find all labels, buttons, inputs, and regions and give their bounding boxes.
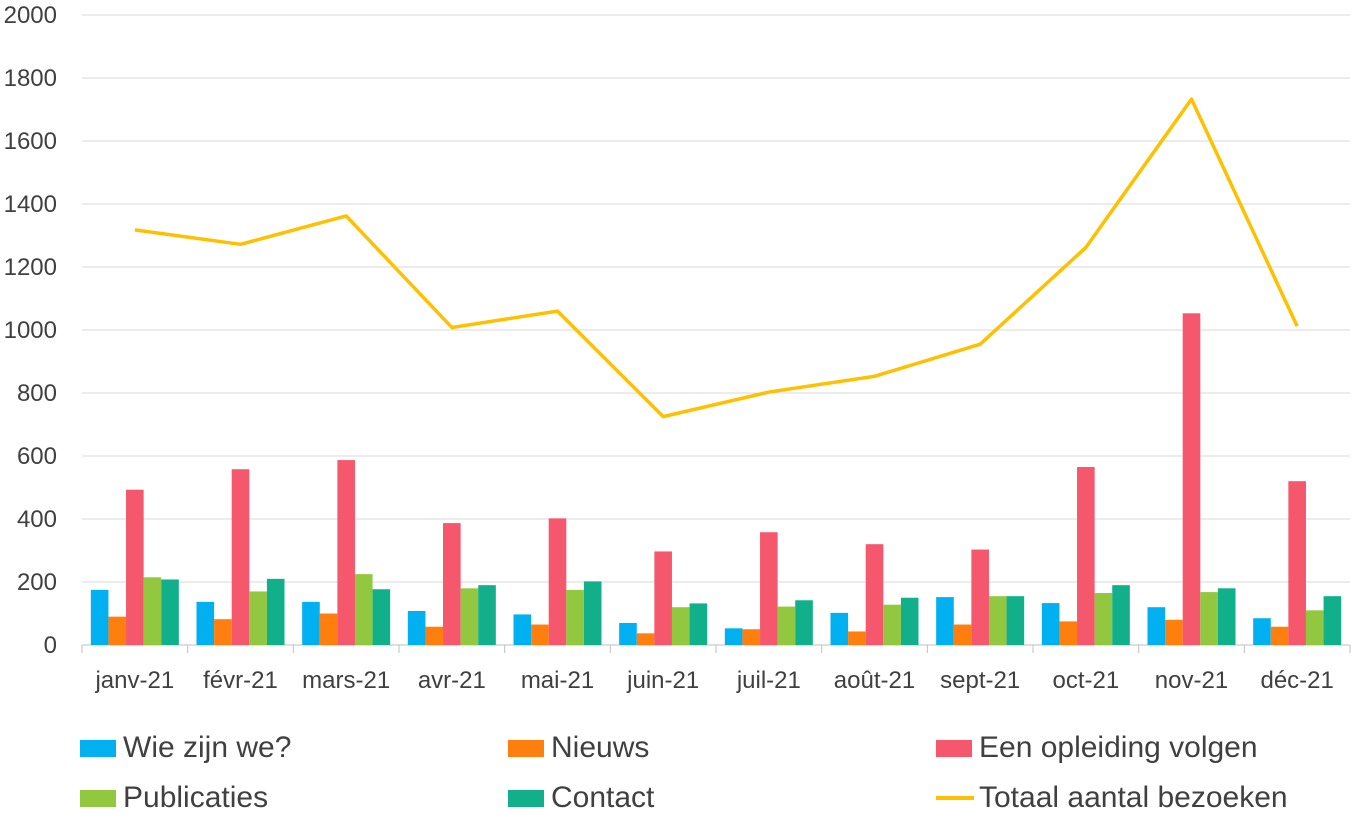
- bar: [548, 518, 567, 645]
- bar: [583, 581, 602, 645]
- bar: [319, 613, 338, 645]
- bar: [1288, 481, 1306, 645]
- bar: [1147, 607, 1166, 645]
- bar: [196, 601, 215, 645]
- bar: [795, 600, 813, 645]
- line-series-path: [134, 97, 1299, 419]
- bar-series: [90, 313, 1342, 645]
- y-tick-label: 1800: [4, 65, 57, 92]
- bar: [1059, 621, 1078, 645]
- bar: [460, 588, 479, 645]
- y-tick-label: 2000: [4, 2, 57, 29]
- bar: [671, 607, 690, 645]
- bar: [214, 619, 232, 645]
- bar: [1200, 592, 1218, 645]
- bar: [988, 596, 1007, 645]
- bar: [830, 612, 849, 645]
- bar: [478, 585, 496, 645]
- bar: [513, 614, 532, 645]
- bar: [1006, 596, 1025, 645]
- bar: [900, 597, 919, 645]
- bar: [337, 460, 355, 645]
- bar: [231, 469, 250, 645]
- bar: [1094, 593, 1113, 645]
- bar: [266, 578, 285, 645]
- bar: [425, 626, 444, 645]
- y-tick-label: 0: [44, 632, 57, 659]
- x-tick-label: août-21: [834, 667, 915, 694]
- bar: [865, 544, 884, 645]
- x-tick-label: févr-21: [203, 667, 278, 694]
- bar: [760, 532, 778, 645]
- bar: [777, 606, 796, 645]
- x-tick-label: déc-21: [1260, 667, 1333, 694]
- bar: [1217, 588, 1236, 645]
- y-tick-label: 200: [17, 569, 57, 596]
- bar: [161, 579, 179, 645]
- y-tick-label: 1000: [4, 317, 57, 344]
- bar: [689, 603, 708, 645]
- x-tick-label: mai-21: [521, 667, 594, 694]
- bar: [90, 589, 109, 645]
- x-tick-label: avr-21: [418, 667, 486, 694]
- y-axis: 0 200 400 600 800 1000 1200 1400 1600 1800 2000: [4, 2, 57, 659]
- y-tick-label: 400: [17, 506, 57, 533]
- bar: [126, 489, 144, 645]
- gridlines: [82, 14, 1350, 583]
- x-tick-label: juin-21: [626, 667, 699, 694]
- line-series: [134, 97, 1299, 419]
- bar: [936, 597, 954, 645]
- y-tick-label: 800: [17, 380, 57, 407]
- bar: [443, 523, 461, 645]
- bar: [971, 549, 989, 645]
- bar: [108, 616, 127, 645]
- bar: [1041, 603, 1060, 645]
- bar: [1323, 596, 1342, 645]
- bar: [531, 624, 549, 645]
- x-tick-label: juil-21: [736, 667, 801, 694]
- y-tick-label: 600: [17, 443, 57, 470]
- y-tick-label: 1200: [4, 254, 57, 281]
- bar: [654, 551, 672, 645]
- bar: [1077, 467, 1095, 645]
- bar: [1165, 619, 1183, 645]
- bar: [407, 610, 426, 645]
- bar: [1270, 626, 1289, 645]
- bar: [848, 631, 866, 645]
- bar: [372, 589, 391, 645]
- x-tick-label: sept-21: [940, 667, 1020, 694]
- x-tick-label: nov-21: [1155, 667, 1228, 694]
- y-tick-label: 1600: [4, 128, 57, 155]
- bar: [249, 591, 267, 645]
- bar: [636, 633, 655, 645]
- bar: [1182, 313, 1201, 645]
- bar: [1253, 618, 1271, 645]
- x-tick-label: oct-21: [1052, 667, 1119, 694]
- bar: [883, 604, 901, 645]
- bar: [742, 629, 761, 645]
- bar: [1305, 610, 1324, 645]
- bar: [302, 601, 320, 645]
- bar: [143, 577, 162, 645]
- bar: [619, 622, 637, 645]
- bar: [566, 589, 584, 645]
- x-tick-label: janv-21: [94, 667, 174, 694]
- bar: [354, 574, 373, 645]
- bar: [953, 624, 972, 645]
- bar: [724, 628, 743, 645]
- y-tick-label: 1400: [4, 191, 57, 218]
- x-axis: janv-21 févr-21 mars-21 avr-21 mai-21 juin-21…: [81, 644, 1351, 694]
- bar: [1112, 585, 1130, 645]
- x-tick-label: mars-21: [302, 667, 390, 694]
